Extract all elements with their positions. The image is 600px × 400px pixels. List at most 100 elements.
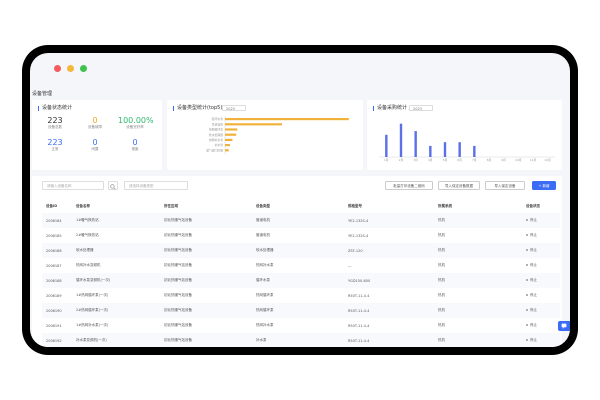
type-chart-card: 设备类型统计(top5) 2023 循环水泵 管道电机 热网循环泵 软水处理器 热网补水… xyxy=(167,100,363,170)
type-select[interactable]: 请选择设备类型 xyxy=(124,181,188,190)
table-cell: 2006190 xyxy=(42,303,72,318)
title-bar xyxy=(30,53,570,83)
type-bar xyxy=(225,128,238,131)
column-header[interactable]: 设备类型 xyxy=(256,203,270,208)
table-row[interactable]: 2006185 2#暖气换热站 初北热暖气站设备 管道电机 YE2-132S-4 热机 停止 xyxy=(42,228,560,243)
table-row[interactable]: 2006192 补水泵变频机(一次) 初北热暖气站设备 补水泵 R50T-11-4-4 热… xyxy=(42,333,560,347)
table-cell: 软水处理器 xyxy=(72,243,160,258)
stat-label: 正常 xyxy=(51,147,59,151)
table-cell: 2006187 xyxy=(46,263,62,268)
column-header[interactable]: 规格型号 xyxy=(348,203,362,208)
table-cell: 2#暖气换热站 xyxy=(76,233,99,237)
column-header[interactable]: 设备状态 xyxy=(526,203,540,208)
chat-button[interactable] xyxy=(558,321,570,331)
status-text: 停止 xyxy=(530,308,537,312)
search-icon xyxy=(110,183,116,190)
import-data-button[interactable]: 导入保定设备数据 xyxy=(438,181,480,190)
column-header[interactable]: 设备ID xyxy=(46,203,58,208)
type-bar-label: 热网补水泵 xyxy=(209,138,223,142)
minimize-window-dot[interactable] xyxy=(67,65,74,72)
table-cell: 补水泵 xyxy=(252,333,344,347)
table-cell: 初北热暖气站设备 xyxy=(160,333,252,347)
status-text: 停止 xyxy=(530,248,537,252)
table-row[interactable]: 2006190 2#热网循环泵(一次) 初北热暖气站设备 热网循环泵 R50T-11-4… xyxy=(42,303,560,318)
table-row[interactable]: 2006191 1#热网补水泵(一次) 初北热暖气站设备 热网补水泵 R50T-11-4… xyxy=(42,318,560,333)
status-dot-icon xyxy=(526,279,528,281)
purchase-bar-label: 10月 xyxy=(515,158,522,162)
table-cell: 管道电机 xyxy=(256,233,270,237)
purchase-bar-label: 7月 xyxy=(472,158,477,162)
table-cell: 热网循环泵 xyxy=(256,293,274,297)
table-cell: 热机 xyxy=(434,273,522,288)
purchase-year-select[interactable]: 2023 xyxy=(409,105,433,111)
table-row[interactable]: 2006189 1#热网循环泵(一次) 初北热暖气站设备 热网循环泵 R50T-11-4… xyxy=(42,288,560,303)
stat-label: 设备故障 xyxy=(88,125,102,129)
table-row[interactable]: 2006184 1#暖气换热站 初北热暖气站设备 管道电机 YE2-132S-4 热机 停止 xyxy=(42,213,560,228)
maximize-window-dot[interactable] xyxy=(80,65,87,72)
table-cell: 2006191 xyxy=(46,323,62,328)
type-bar-label: 热网循环泵 xyxy=(209,128,223,132)
close-window-dot[interactable] xyxy=(54,65,61,72)
table-cell: 停止 xyxy=(522,258,560,273)
app-window: 设备管理 设备状态统计 223 设备总数 0 设备故障 100.00% 设备完好率 223 正… xyxy=(30,53,570,347)
purchase-bar-label: 4月 xyxy=(428,158,433,162)
type-bar xyxy=(225,118,349,121)
type-year-select[interactable]: 2023 xyxy=(222,105,246,111)
table-cell: 初北热暖气站设备 xyxy=(164,293,192,297)
type-bar-label: 管道电机 xyxy=(212,122,223,126)
table-cell: 管道电机 xyxy=(252,213,344,228)
type-bar-label: 补水泵 xyxy=(215,143,224,147)
table-cell: ZSF-120 xyxy=(344,243,434,258)
table-cell: 2006189 xyxy=(46,293,62,298)
purchase-bar xyxy=(399,123,403,157)
table-cell: 热网补水泵 xyxy=(256,263,274,267)
table-cell: — xyxy=(348,263,352,268)
status-text: 停止 xyxy=(530,323,537,327)
stat-value: 223 xyxy=(47,138,63,147)
table-cell: R50T-11-4-4 xyxy=(348,293,370,298)
table-cell: 初北热暖气站设备 xyxy=(160,303,252,318)
purchase-bar xyxy=(429,145,432,157)
table-row[interactable]: 2006186 软水处理器 初北热暖气站设备 软水处理器 ZSF-120 热机 停止 xyxy=(42,243,560,258)
print-qr-button[interactable]: 批量打印设备二维码 xyxy=(385,181,433,190)
search-button[interactable] xyxy=(108,181,118,190)
table-cell: 热网补水变频机 xyxy=(76,263,101,267)
table-row[interactable]: 2006187 热网补水变频机 初北热暖气站设备 热网补水泵 — 热机 停止 xyxy=(42,258,560,273)
purchase-chart-card: 设备采购统计 2023 1月 2月 3月 4月 5月 6月 7月 8月 9月 10月 11月 12月 xyxy=(367,100,562,170)
import-device-button[interactable]: 导入保定设备 xyxy=(485,181,525,190)
table-cell: 初北热暖气站设备 xyxy=(164,263,192,267)
table-cell: 循环水泵变频机(一次) xyxy=(72,273,160,288)
add-button[interactable]: + 新增 xyxy=(532,181,556,190)
table-cell: 初北热暖气站设备 xyxy=(164,323,192,327)
table-cell: 热机 xyxy=(434,333,522,347)
table-cell: 1#热网循环泵(一次) xyxy=(76,293,109,297)
page-title: 设备管理 xyxy=(32,91,53,97)
type-bar-label: 循环水泵 xyxy=(212,117,223,121)
table-cell: 热机 xyxy=(434,213,522,228)
table-cell: 2006186 xyxy=(42,243,72,258)
table-cell: R50T-11-4-4 xyxy=(344,303,434,318)
table-cell: YE2-132S-4 xyxy=(348,233,369,238)
stat-label: 报废 xyxy=(131,147,139,151)
type-bar xyxy=(225,138,233,141)
table-cell: 停止 xyxy=(522,228,560,243)
table-header: 设备ID 设备名称 所在区域 设备类型 规格型号 所属系统 设备状态 xyxy=(42,199,560,213)
purchase-bar-label: 11月 xyxy=(530,158,537,162)
stat-item: 100.00% 设备完好率 xyxy=(118,116,154,130)
table-row[interactable]: 2006188 循环水泵变频机(一次) 初北热暖气站设备 循环水泵 YGD150-600… xyxy=(42,273,560,288)
table-cell: 补水泵变频机(一次) xyxy=(72,333,160,347)
status-dot-icon xyxy=(526,294,528,296)
column-header[interactable]: 所在区域 xyxy=(164,203,178,208)
column-header[interactable]: 设备名称 xyxy=(76,203,90,208)
table-cell: 热网补水泵 xyxy=(256,323,274,327)
purchase-bar-label: 2月 xyxy=(399,158,404,162)
table-cell: 2#热网循环泵(一次) xyxy=(72,303,160,318)
column-header[interactable]: 所属系统 xyxy=(438,203,452,208)
search-input[interactable]: 请输入设备名称 xyxy=(42,181,104,190)
type-bar xyxy=(225,133,237,136)
status-text: 停止 xyxy=(530,293,537,297)
purchase-bar xyxy=(473,145,476,157)
table-cell: 停止 xyxy=(522,303,560,318)
table-cell: 循环水泵 xyxy=(252,273,344,288)
status-dot-icon xyxy=(526,249,528,251)
